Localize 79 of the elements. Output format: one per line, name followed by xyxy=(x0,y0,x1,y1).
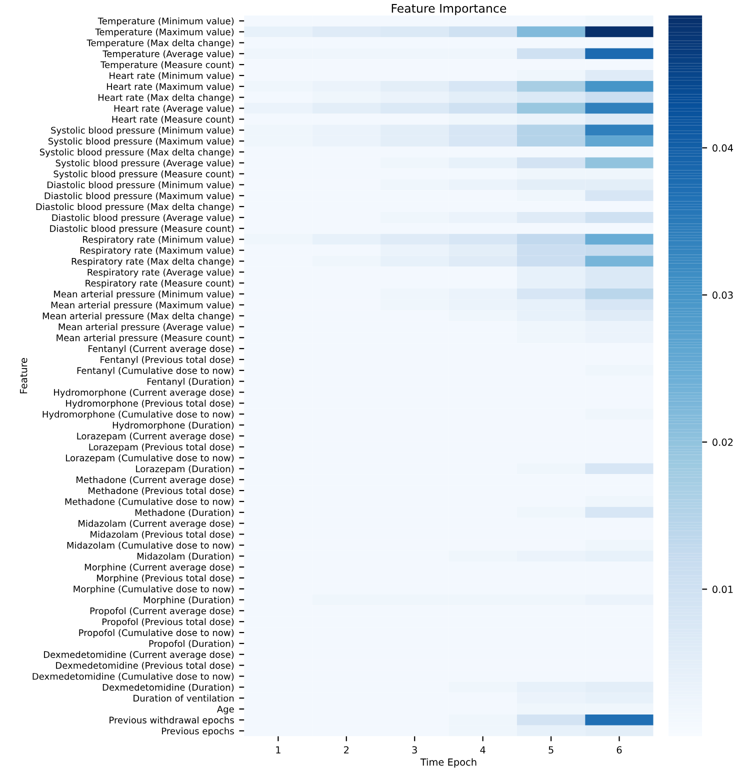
y-tick-label: Propofol (Duration) xyxy=(149,640,234,649)
y-tick-label: Previous withdrawal epochs xyxy=(110,716,234,726)
y-tick-label: Diastolic blood pressure (Maximum value) xyxy=(44,192,234,201)
y-tick-label: Heart rate (Average value) xyxy=(114,104,234,114)
y-tick-label: Hydromorphone (Previous total dose) xyxy=(66,400,234,408)
y-tick-label: Hydromorphone (Current average dose) xyxy=(54,388,234,398)
y-tick-label: Mean arterial pressure (Measure count) xyxy=(56,334,234,343)
y-tick-label: Respiratory rate (Max delta change) xyxy=(72,258,234,266)
y-tick-label: Propofol (Previous total dose) xyxy=(102,618,234,627)
y-tick-label: Temperature (Minimum value) xyxy=(98,17,234,26)
color-bar-label: 0.02 xyxy=(712,438,733,446)
y-tick-label: Fentanyl (Cumulative dose to now) xyxy=(77,366,234,376)
y-tick-label: Heart rate (Maximum value) xyxy=(106,82,234,92)
x-tick-label: 3 xyxy=(412,746,417,754)
y-tick-label: Respiratory rate (Measure count) xyxy=(86,280,234,288)
y-tick-label: Respiratory rate (Minimum value) xyxy=(83,236,234,245)
y-axis-title: Feature xyxy=(20,358,28,394)
y-tick-label: Heart rate (Minimum value) xyxy=(110,72,234,80)
color-bar-label: 0.01 xyxy=(712,586,733,594)
y-tick-label: Hydromorphone (Duration) xyxy=(112,422,234,430)
y-tick-label: Fentanyl (Current average dose) xyxy=(88,345,234,354)
y-tick-label: Age xyxy=(216,706,234,714)
x-tick-label: 6 xyxy=(616,746,622,754)
y-tick-label: Propofol (Current average dose) xyxy=(90,607,234,616)
y-tick-label: Diastolic blood pressure (Max delta change) xyxy=(36,203,234,212)
y-tick-label: Respiratory rate (Average value) xyxy=(88,268,234,278)
y-tick-label: Morphine (Cumulative dose to now) xyxy=(74,585,234,594)
y-tick-label: Propofol (Cumulative dose to now) xyxy=(79,629,234,638)
y-tick-label: Systolic blood pressure (Maximum value) xyxy=(48,138,234,146)
y-tick-label: Systolic blood pressure (Max delta change) xyxy=(40,148,234,158)
y-tick-label: Lorazepam (Current average dose) xyxy=(77,432,234,442)
y-tick-label: Heart rate (Measure count) xyxy=(112,116,234,124)
y-tick-label: Systolic blood pressure (Minimum value) xyxy=(51,126,234,136)
y-tick-label: Duration of ventilation xyxy=(134,694,234,702)
y-tick-label: Diastolic blood pressure (Measure count) xyxy=(50,224,234,234)
y-tick-label: Midazolam (Previous total dose) xyxy=(90,530,234,539)
x-tick-label: 1 xyxy=(276,746,280,754)
y-tick-label: Mean arterial pressure (Maximum value) xyxy=(51,301,234,310)
y-tick-label: Morphine (Duration) xyxy=(144,596,234,606)
y-tick-label: Diastolic blood pressure (Minimum value) xyxy=(47,181,234,190)
x-axis-title: Time Epoch xyxy=(420,758,476,768)
y-tick-label: Methadone (Cumulative dose to now) xyxy=(65,498,234,506)
chart-title: Feature Importance xyxy=(392,4,506,16)
y-tick-label: Methadone (Current average dose) xyxy=(76,476,234,485)
y-tick-label: Methadone (Duration) xyxy=(135,508,234,518)
y-tick-label: Fentanyl (Duration) xyxy=(148,378,234,387)
y-tick-label: Systolic blood pressure (Measure count) xyxy=(54,170,234,180)
y-tick-label: Lorazepam (Previous total dose) xyxy=(89,443,234,452)
color-bar-label: 0.04 xyxy=(712,144,734,152)
y-tick-label: Morphine (Current average dose) xyxy=(84,564,234,572)
y-tick-label: Respiratory rate (Maximum value) xyxy=(80,246,234,256)
y-tick-label: Temperature (Maximum value) xyxy=(95,28,234,38)
y-tick-label: Dexmedetomidine (Cumulative dose to now) xyxy=(32,672,234,681)
y-tick-label: Dexmedetomidine (Current average dose) xyxy=(44,650,234,660)
color-bar-label: 0.03 xyxy=(712,291,733,299)
y-tick-label: Fentanyl (Previous total dose) xyxy=(100,356,234,365)
y-tick-label: Lorazepam (Cumulative dose to now) xyxy=(66,454,234,464)
y-tick-label: Lorazepam (Duration) xyxy=(136,465,234,474)
y-tick-label: Midazolam (Duration) xyxy=(137,552,234,561)
y-tick-label: Previous epochs xyxy=(162,727,234,736)
y-tick-label: Midazolam (Current average dose) xyxy=(78,520,234,529)
y-tick-label: Methadone (Previous total dose) xyxy=(88,487,234,496)
x-tick-label: 4 xyxy=(480,746,486,754)
x-tick-label: 5 xyxy=(548,746,554,754)
y-tick-label: Temperature (Measure count) xyxy=(100,61,234,70)
y-tick-label: Diastolic blood pressure (Average value) xyxy=(52,214,234,223)
y-tick-label: Hydromorphone (Cumulative dose to now) xyxy=(42,410,234,420)
y-tick-label: Midazolam (Cumulative dose to now) xyxy=(67,542,234,550)
y-tick-label: Temperature (Average value) xyxy=(102,50,234,59)
y-tick-label: Morphine (Previous total dose) xyxy=(97,574,234,584)
y-tick-label: Mean arterial pressure (Average value) xyxy=(58,323,234,332)
y-tick-label: Mean arterial pressure (Minimum value) xyxy=(54,290,234,300)
y-tick-label: Dexmedetomidine (Previous total dose) xyxy=(56,662,234,670)
y-tick-label: Dexmedetomidine (Duration) xyxy=(102,684,234,692)
y-tick-label: Heart rate (Max delta change) xyxy=(98,94,234,103)
y-tick-label: Temperature (Max delta change) xyxy=(86,39,234,48)
y-tick-label: Mean arterial pressure (Max delta change) xyxy=(42,312,234,322)
y-tick-label: Systolic blood pressure (Average value) xyxy=(56,159,234,168)
x-tick-label: 2 xyxy=(344,746,349,754)
